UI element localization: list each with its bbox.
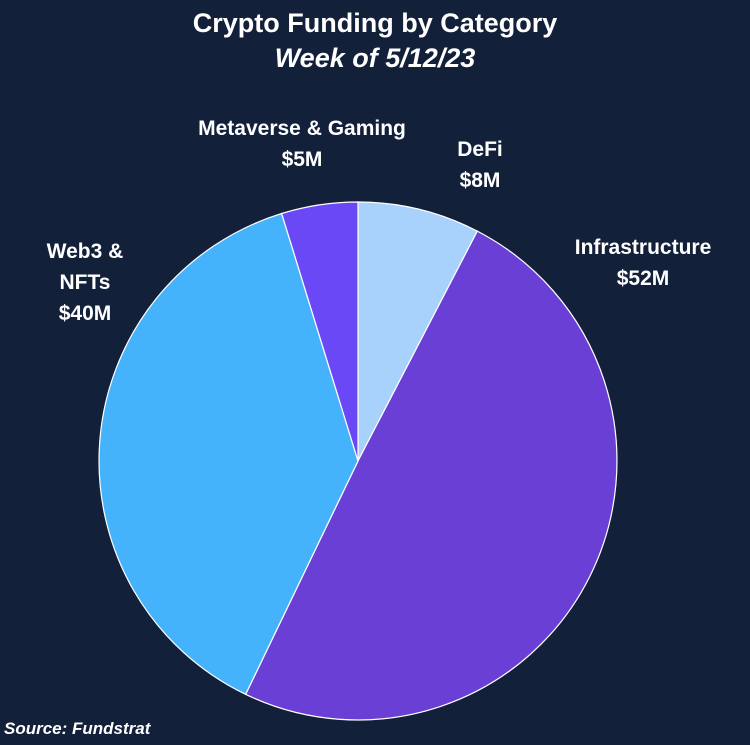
chart-title: Crypto Funding by Category bbox=[192, 8, 558, 38]
slice-category-label: Web3 & bbox=[47, 240, 124, 263]
pie-slice-infrastructure bbox=[244, 230, 618, 721]
slice-category-label: Infrastructure bbox=[575, 236, 712, 259]
pie-slice-defi bbox=[357, 201, 479, 462]
pie-slices bbox=[98, 201, 618, 721]
slice-category-label: NFTs bbox=[60, 271, 111, 294]
slice-value-label: $5M bbox=[282, 148, 323, 171]
slice-value-label: $52M bbox=[617, 267, 670, 290]
slice-value-label: $40M bbox=[59, 302, 112, 325]
slice-category-label: Metaverse & Gaming bbox=[198, 117, 406, 140]
slice-category-label: DeFi bbox=[457, 138, 503, 161]
chart-subtitle: Week of 5/12/23 bbox=[274, 43, 476, 73]
slice-value-label: $8M bbox=[460, 169, 501, 192]
pie-labels: DeFi $8M Infrastructure $52M Web3 & NFTs $40M M… bbox=[47, 117, 712, 325]
slice-label-metaverse-gaming: Metaverse & Gaming $5M bbox=[198, 117, 406, 171]
slice-label-defi: DeFi $8M bbox=[457, 138, 503, 192]
source-note: Source: Fundstrat bbox=[4, 719, 151, 738]
slice-label-infrastructure: Infrastructure $52M bbox=[575, 236, 712, 290]
slice-label-web3-nfts: Web3 & NFTs $40M bbox=[47, 240, 124, 325]
pie-slice-metaverse-gaming bbox=[280, 201, 359, 462]
pie-slice-web3-nfts bbox=[98, 212, 359, 696]
